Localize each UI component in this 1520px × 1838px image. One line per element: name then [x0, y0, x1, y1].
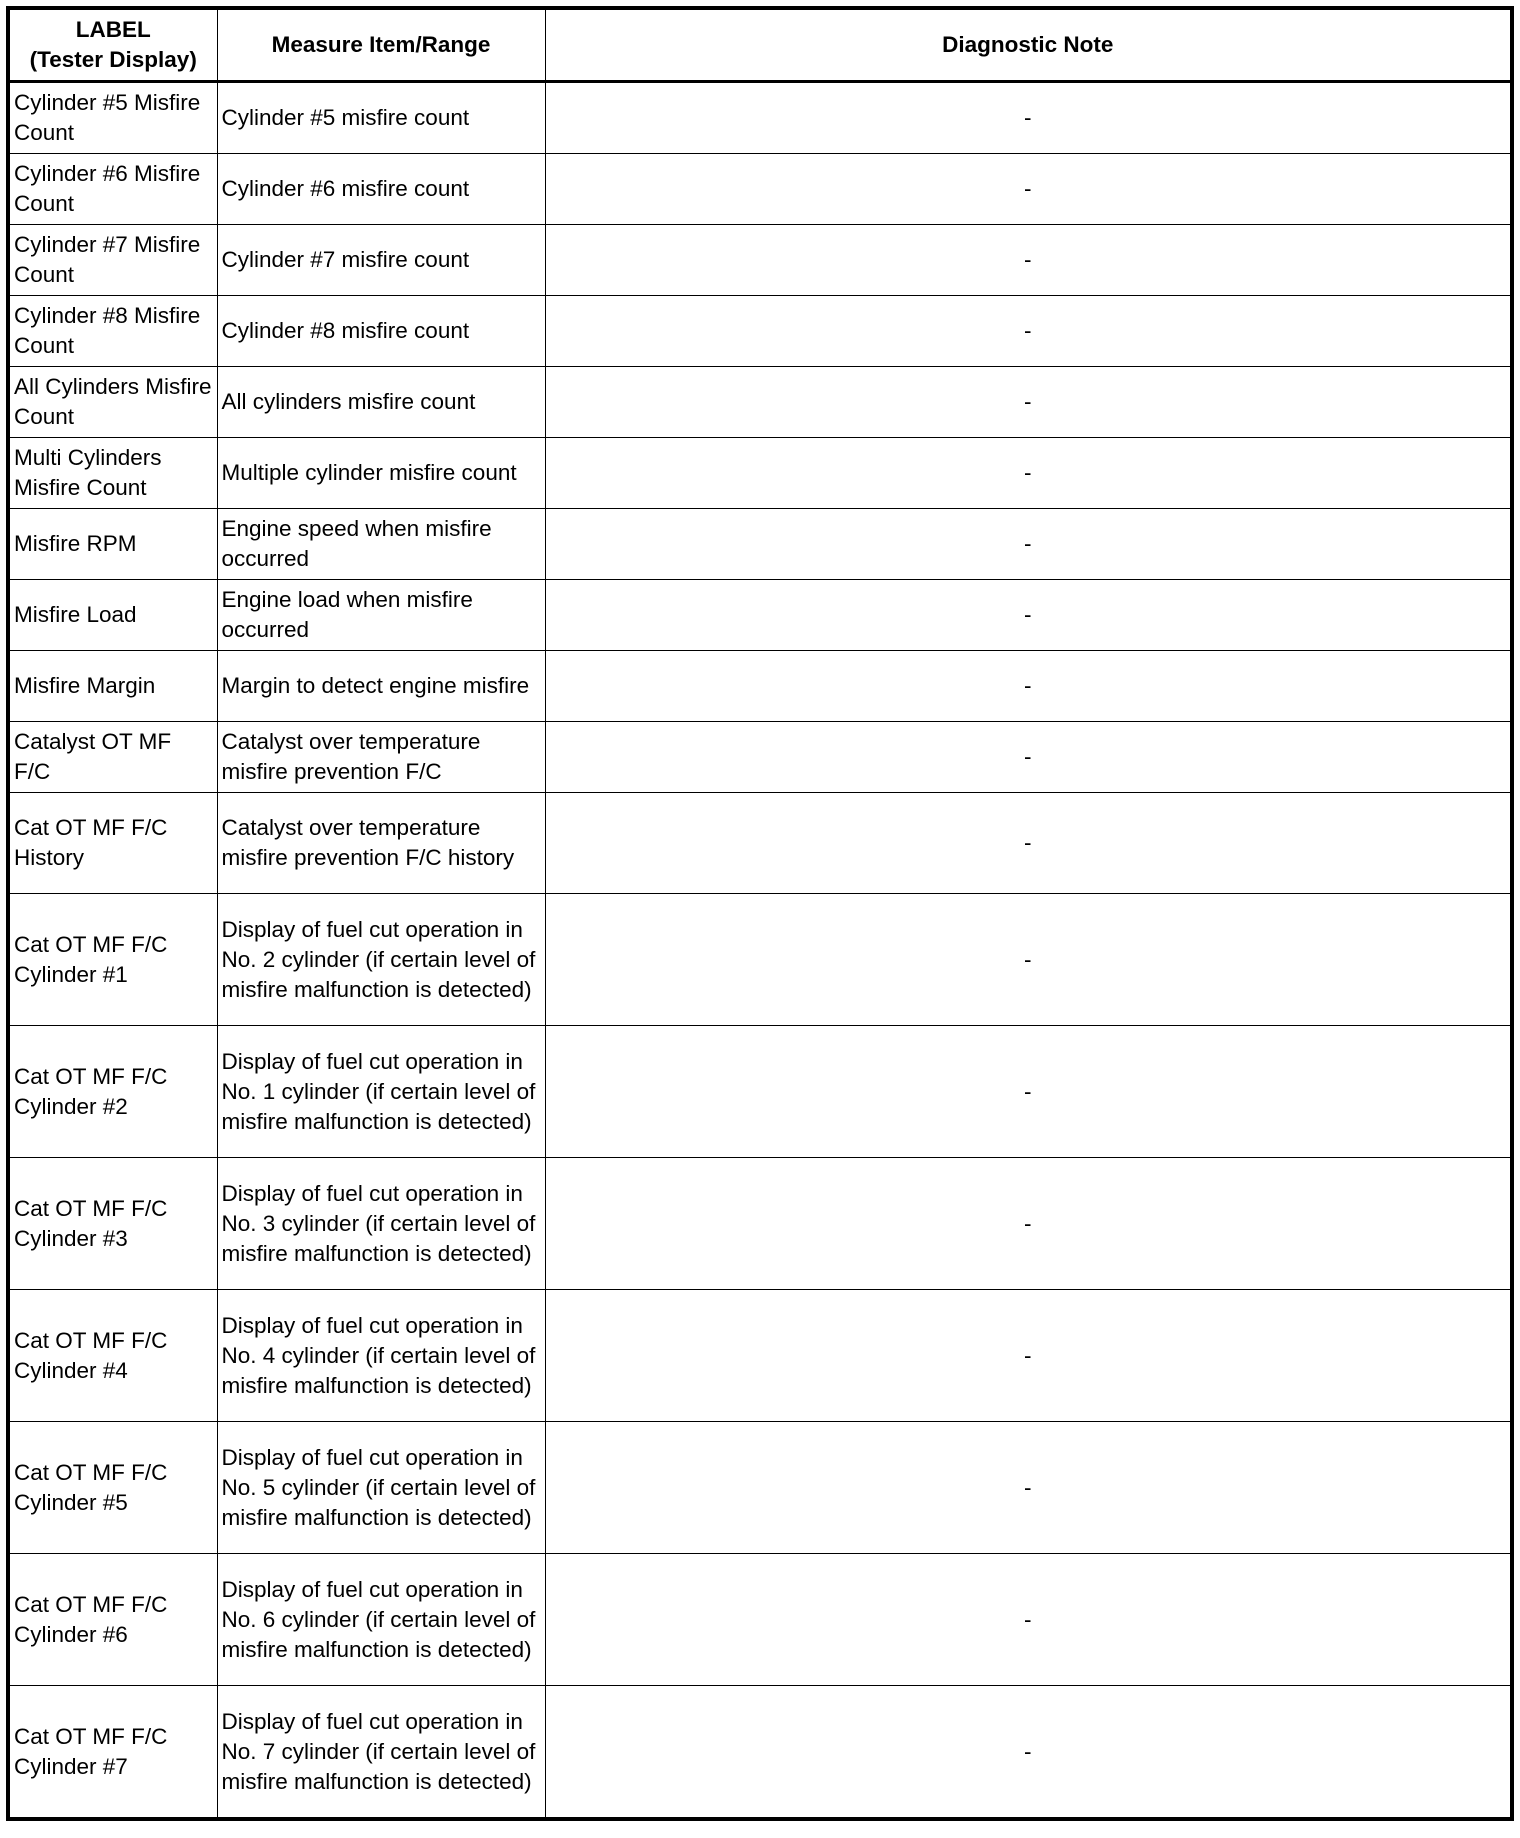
table-row: Cat OT MF F/C Cylinder #3 Display of fuel…	[7, 1157, 1513, 1290]
table-row: Multi Cylinders Misfire Count Multiple cy…	[7, 437, 1513, 509]
row-measure: Catalyst over temperature misfire preven…	[216, 792, 546, 894]
table-row: Cylinder #7 Misfire Count Cylinder #7 mis…	[7, 224, 1513, 296]
row-measure: Display of fuel cut operation in No. 5 c…	[216, 1421, 546, 1554]
row-note: -	[544, 1685, 1513, 1820]
row-measure: Engine load when misfire occurred	[216, 579, 546, 651]
table-row: Catalyst OT MF F/C Catalyst over temperat…	[7, 721, 1513, 793]
header-label-line1: LABEL	[75, 17, 151, 42]
row-measure: Cylinder #8 misfire count	[216, 295, 546, 367]
row-note: -	[544, 1553, 1513, 1686]
row-note: -	[544, 1289, 1513, 1422]
table-row: Misfire Load Engine load when misfire occ…	[7, 579, 1513, 651]
table-row: Cylinder #6 Misfire Count Cylinder #6 mis…	[7, 153, 1513, 225]
table-row: Cat OT MF F/C History Catalyst over tempe…	[7, 792, 1513, 894]
table-row: Cat OT MF F/C Cylinder #2 Display of fuel…	[7, 1025, 1513, 1158]
row-measure: Cylinder #5 misfire count	[216, 81, 546, 154]
row-label: Cylinder #8 Misfire Count	[7, 295, 218, 367]
row-measure: Display of fuel cut operation in No. 3 c…	[216, 1157, 546, 1290]
header-label: LABEL (Tester Display)	[7, 7, 218, 82]
row-note: -	[544, 295, 1513, 367]
header-note: Diagnostic Note	[544, 7, 1513, 82]
table-row: Cat OT MF F/C Cylinder #4 Display of fuel…	[7, 1289, 1513, 1422]
table-row: Misfire Margin Margin to detect engine mi…	[7, 650, 1513, 722]
row-measure: Cylinder #7 misfire count	[216, 224, 546, 296]
row-note: -	[544, 437, 1513, 509]
row-label: Multi Cylinders Misfire Count	[7, 437, 218, 509]
table-row: Cat OT MF F/C Cylinder #7 Display of fuel…	[7, 1685, 1513, 1820]
row-label: Catalyst OT MF F/C	[7, 721, 218, 793]
row-note: -	[544, 579, 1513, 651]
row-note: -	[544, 893, 1513, 1026]
row-measure: Display of fuel cut operation in No. 1 c…	[216, 1025, 546, 1158]
row-measure: All cylinders misfire count	[216, 366, 546, 438]
row-note: -	[544, 792, 1513, 894]
row-label: Cat OT MF F/C Cylinder #3	[7, 1157, 218, 1290]
row-measure: Margin to detect engine misfire	[216, 650, 546, 722]
row-note: -	[544, 1421, 1513, 1554]
row-label: Misfire RPM	[7, 508, 218, 580]
diagnostic-data-table: LABEL (Tester Display) Measure Item/Range…	[6, 6, 1514, 1821]
row-note: -	[544, 508, 1513, 580]
table-row: Cat OT MF F/C Cylinder #1 Display of fuel…	[7, 893, 1513, 1026]
row-label: Misfire Margin	[7, 650, 218, 722]
table-row: Cat OT MF F/C Cylinder #5 Display of fuel…	[7, 1421, 1513, 1554]
row-label: All Cylinders Misfire Count	[7, 366, 218, 438]
row-note: -	[544, 1157, 1513, 1290]
row-label: Misfire Load	[7, 579, 218, 651]
row-note: -	[544, 81, 1513, 154]
row-note: -	[544, 153, 1513, 225]
header-row: LABEL (Tester Display) Measure Item/Range…	[7, 7, 1513, 82]
row-label: Cylinder #6 Misfire Count	[7, 153, 218, 225]
row-measure: Display of fuel cut operation in No. 2 c…	[216, 893, 546, 1026]
row-measure: Cylinder #6 misfire count	[216, 153, 546, 225]
row-note: -	[544, 224, 1513, 296]
row-label: Cat OT MF F/C Cylinder #1	[7, 893, 218, 1026]
row-note: -	[544, 1025, 1513, 1158]
header-measure: Measure Item/Range	[216, 7, 546, 82]
row-label: Cat OT MF F/C Cylinder #5	[7, 1421, 218, 1554]
row-measure: Catalyst over temperature misfire preven…	[216, 721, 546, 793]
row-label: Cat OT MF F/C Cylinder #4	[7, 1289, 218, 1422]
row-note: -	[544, 366, 1513, 438]
row-note: -	[544, 721, 1513, 793]
row-label: Cat OT MF F/C Cylinder #7	[7, 1685, 218, 1820]
row-measure: Display of fuel cut operation in No. 7 c…	[216, 1685, 546, 1820]
row-measure: Engine speed when misfire occurred	[216, 508, 546, 580]
row-label: Cylinder #7 Misfire Count	[7, 224, 218, 296]
row-measure: Display of fuel cut operation in No. 4 c…	[216, 1289, 546, 1422]
table-row: Cylinder #5 Misfire Count Cylinder #5 mis…	[7, 81, 1513, 154]
table-row: Cylinder #8 Misfire Count Cylinder #8 mis…	[7, 295, 1513, 367]
table-row: All Cylinders Misfire Count All cylinders…	[7, 366, 1513, 438]
row-label: Cat OT MF F/C Cylinder #6	[7, 1553, 218, 1686]
row-label: Cat OT MF F/C Cylinder #2	[7, 1025, 218, 1158]
row-label: Cylinder #5 Misfire Count	[7, 81, 218, 154]
table-row: Cat OT MF F/C Cylinder #6 Display of fuel…	[7, 1553, 1513, 1686]
row-measure: Display of fuel cut operation in No. 6 c…	[216, 1553, 546, 1686]
row-note: -	[544, 650, 1513, 722]
table-row: Misfire RPM Engine speed when misfire occ…	[7, 508, 1513, 580]
row-label: Cat OT MF F/C History	[7, 792, 218, 894]
row-measure: Multiple cylinder misfire count	[216, 437, 546, 509]
header-label-line2: (Tester Display)	[29, 47, 197, 72]
